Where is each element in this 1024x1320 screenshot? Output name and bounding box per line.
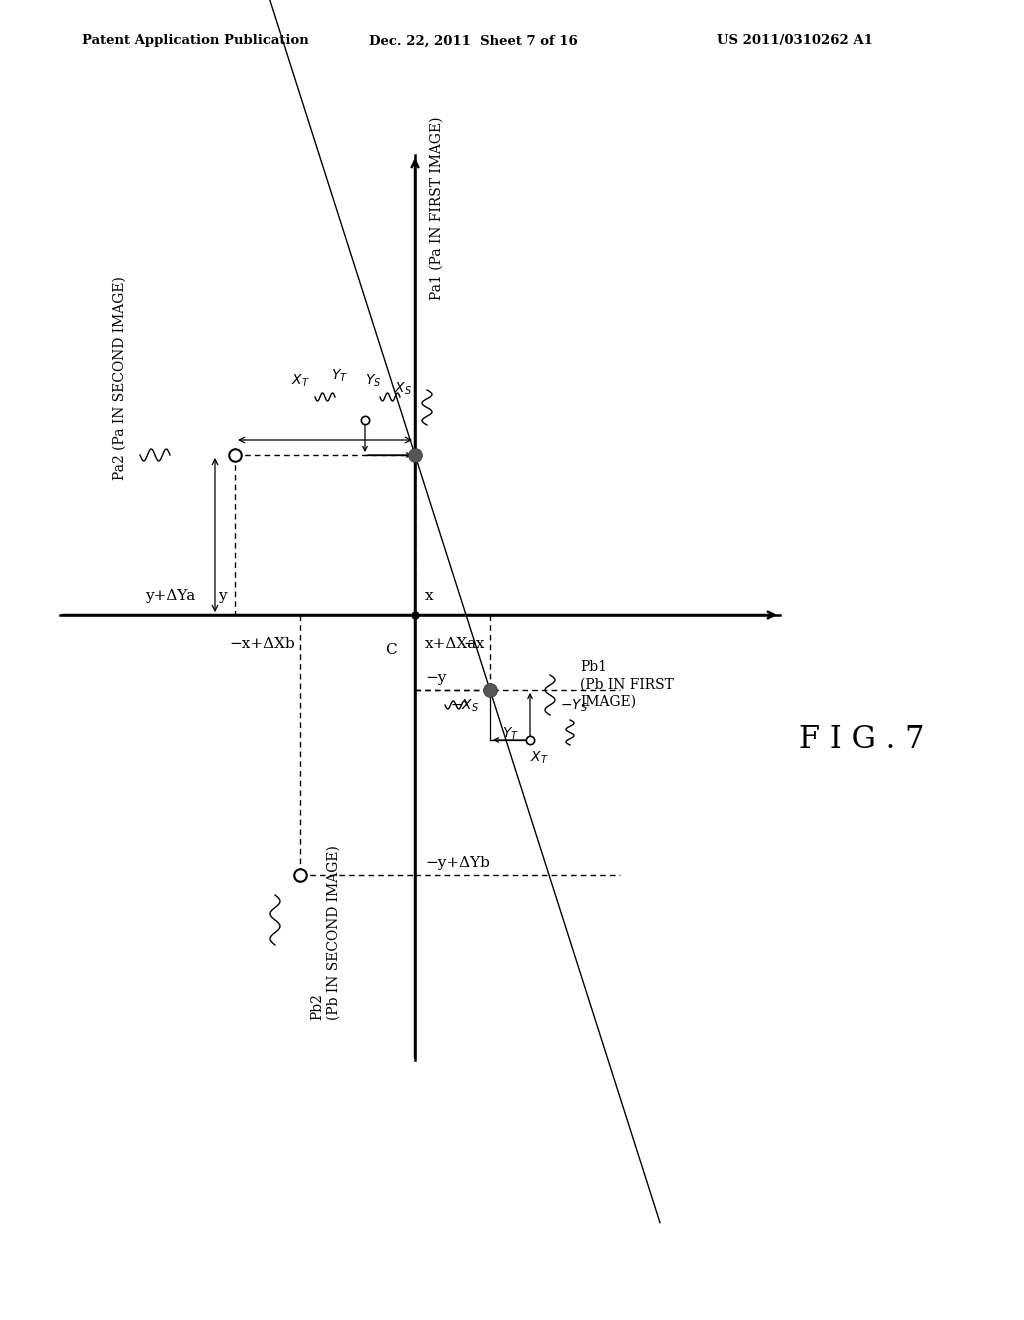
Text: x: x xyxy=(425,589,433,603)
Text: $X_T$: $X_T$ xyxy=(530,750,549,767)
Text: y+ΔYa: y+ΔYa xyxy=(144,589,195,603)
Text: Pa2 (Pa IN SECOND IMAGE): Pa2 (Pa IN SECOND IMAGE) xyxy=(113,276,127,480)
Text: $X_S$: $X_S$ xyxy=(394,381,412,397)
Text: y: y xyxy=(218,589,227,603)
Text: C: C xyxy=(385,643,397,657)
Text: Pa1 (Pa IN FIRST IMAGE): Pa1 (Pa IN FIRST IMAGE) xyxy=(430,116,444,300)
Text: x+ΔXa: x+ΔXa xyxy=(425,638,477,651)
Text: Pb2
(Pb IN SECOND IMAGE): Pb2 (Pb IN SECOND IMAGE) xyxy=(310,845,340,1020)
Text: −y: −y xyxy=(425,671,446,685)
Text: −x+ΔXb: −x+ΔXb xyxy=(229,638,295,651)
Text: −y+ΔYb: −y+ΔYb xyxy=(425,855,489,870)
Text: Pb1
(Pb IN FIRST
IMAGE): Pb1 (Pb IN FIRST IMAGE) xyxy=(580,660,674,709)
Text: $Y_T$: $Y_T$ xyxy=(332,368,348,384)
Text: −x: −x xyxy=(464,638,485,651)
Text: $Y_S$: $Y_S$ xyxy=(365,374,381,389)
Text: Dec. 22, 2011  Sheet 7 of 16: Dec. 22, 2011 Sheet 7 of 16 xyxy=(369,34,578,48)
Text: $-X_S$: $-X_S$ xyxy=(451,698,479,714)
Text: F I G . 7: F I G . 7 xyxy=(799,723,925,755)
Text: $Y_T$: $Y_T$ xyxy=(502,726,519,742)
Text: Patent Application Publication: Patent Application Publication xyxy=(82,34,308,48)
Text: $X_T$: $X_T$ xyxy=(291,374,309,389)
Text: $-Y_S$: $-Y_S$ xyxy=(560,698,588,714)
Text: US 2011/0310262 A1: US 2011/0310262 A1 xyxy=(717,34,872,48)
